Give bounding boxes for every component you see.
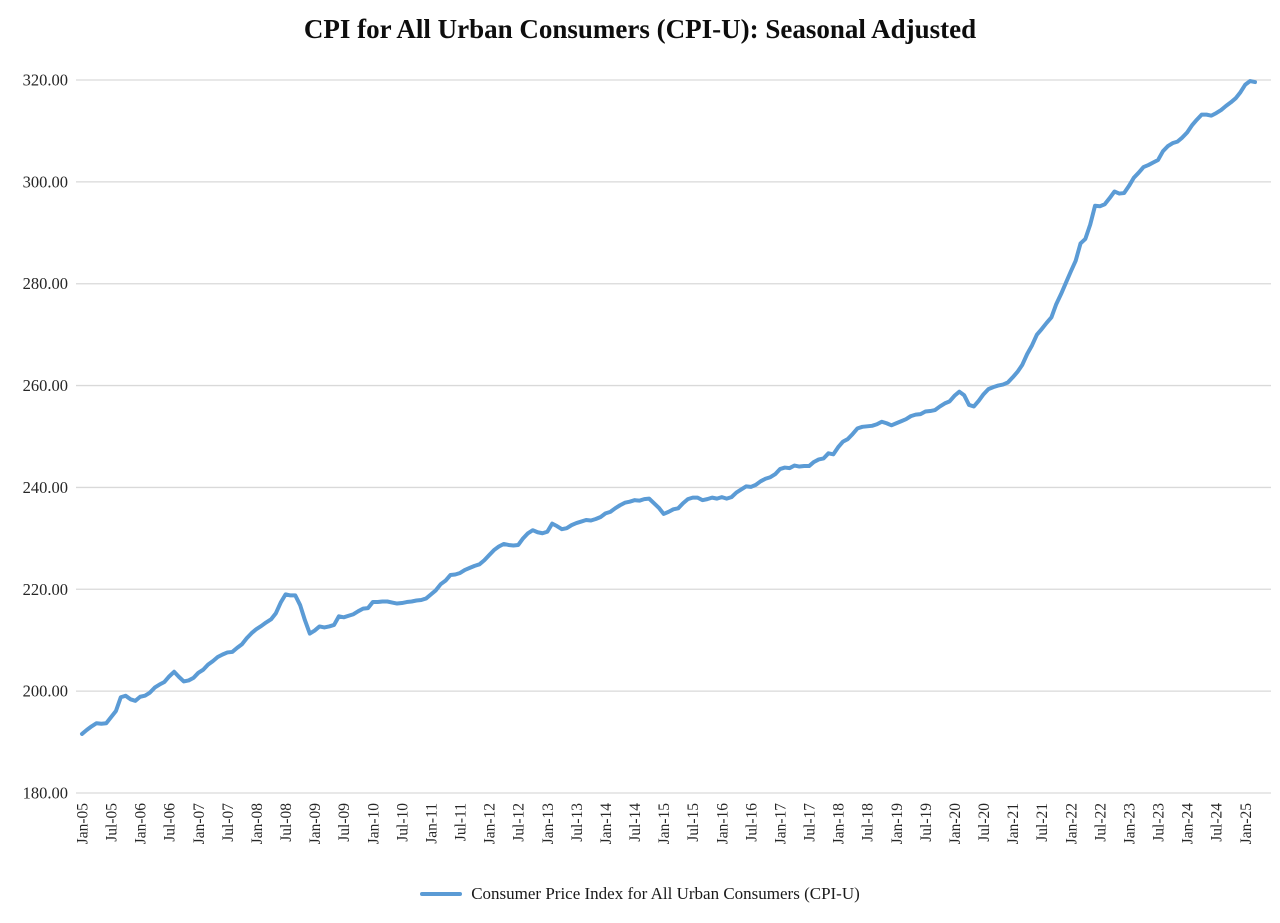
y-tick-label: 300.00 (23, 172, 68, 191)
x-tick-label: Jul-07 (220, 803, 237, 842)
x-tick-label: Jan-18 (831, 803, 848, 845)
legend-line-swatch (420, 892, 463, 896)
x-tick-label: Jan-11 (423, 803, 440, 844)
y-tick-label: 260.00 (23, 376, 68, 395)
y-tick-label: 180.00 (23, 784, 68, 803)
x-tick-label: Jan-06 (133, 803, 150, 845)
x-tick-label: Jul-22 (1092, 803, 1109, 842)
legend-label: Consumer Price Index for All Urban Consu… (471, 884, 860, 903)
x-tick-label: Jan-08 (249, 803, 266, 845)
x-tick-label: Jan-13 (540, 803, 557, 845)
x-tick-label: Jul-15 (685, 803, 702, 842)
x-tick-label: Jul-18 (860, 803, 877, 842)
x-tick-label: Jan-20 (947, 803, 964, 845)
x-tick-label: Jul-06 (162, 803, 179, 842)
x-tick-label: Jan-15 (656, 803, 673, 845)
y-tick-label: 240.00 (23, 478, 68, 497)
legend: Consumer Price Index for All Urban Consu… (0, 883, 1280, 905)
x-tick-label: Jul-10 (394, 803, 411, 842)
x-tick-label: Jan-22 (1063, 803, 1080, 844)
x-tick-label: Jan-17 (772, 803, 789, 845)
y-tick-label: 200.00 (23, 682, 68, 701)
x-tick-label: Jul-12 (511, 803, 528, 842)
x-tick-label: Jul-05 (104, 803, 121, 842)
x-tick-label: Jan-09 (307, 803, 324, 845)
x-tick-label: Jul-09 (336, 803, 353, 842)
x-tick-label: Jan-07 (191, 803, 208, 845)
x-tick-label: Jan-05 (75, 803, 92, 845)
x-tick-label: Jul-16 (743, 803, 760, 842)
x-tick-label: Jul-21 (1034, 803, 1051, 842)
y-tick-label: 220.00 (23, 580, 68, 599)
x-tick-label: Jan-14 (598, 803, 615, 845)
x-tick-label: Jan-10 (365, 803, 382, 845)
x-tick-label: Jul-11 (453, 803, 470, 841)
x-tick-label: Jul-19 (918, 803, 935, 842)
x-tick-label: Jan-24 (1180, 803, 1197, 845)
x-tick-label: Jul-24 (1209, 803, 1226, 842)
x-tick-label: Jul-20 (976, 803, 993, 842)
x-tick-label: Jan-23 (1121, 803, 1138, 845)
x-tick-label: Jan-19 (889, 803, 906, 845)
cpi-series-line (80, 79, 1257, 736)
x-tick-label: Jan-12 (482, 803, 499, 844)
y-tick-label: 280.00 (23, 274, 68, 293)
x-tick-label: Jul-08 (278, 803, 295, 842)
x-tick-label: Jul-17 (802, 803, 819, 842)
x-tick-label: Jul-23 (1151, 803, 1168, 842)
x-tick-label: Jan-16 (714, 803, 731, 845)
x-tick-label: Jul-13 (569, 803, 586, 842)
x-tick-label: Jul-14 (627, 803, 644, 842)
y-tick-label: 320.00 (23, 71, 68, 90)
x-tick-label: Jan-21 (1005, 803, 1022, 844)
x-tick-label: Jan-25 (1238, 803, 1255, 845)
chart-title: CPI for All Urban Consumers (CPI-U): Sea… (303, 14, 977, 44)
